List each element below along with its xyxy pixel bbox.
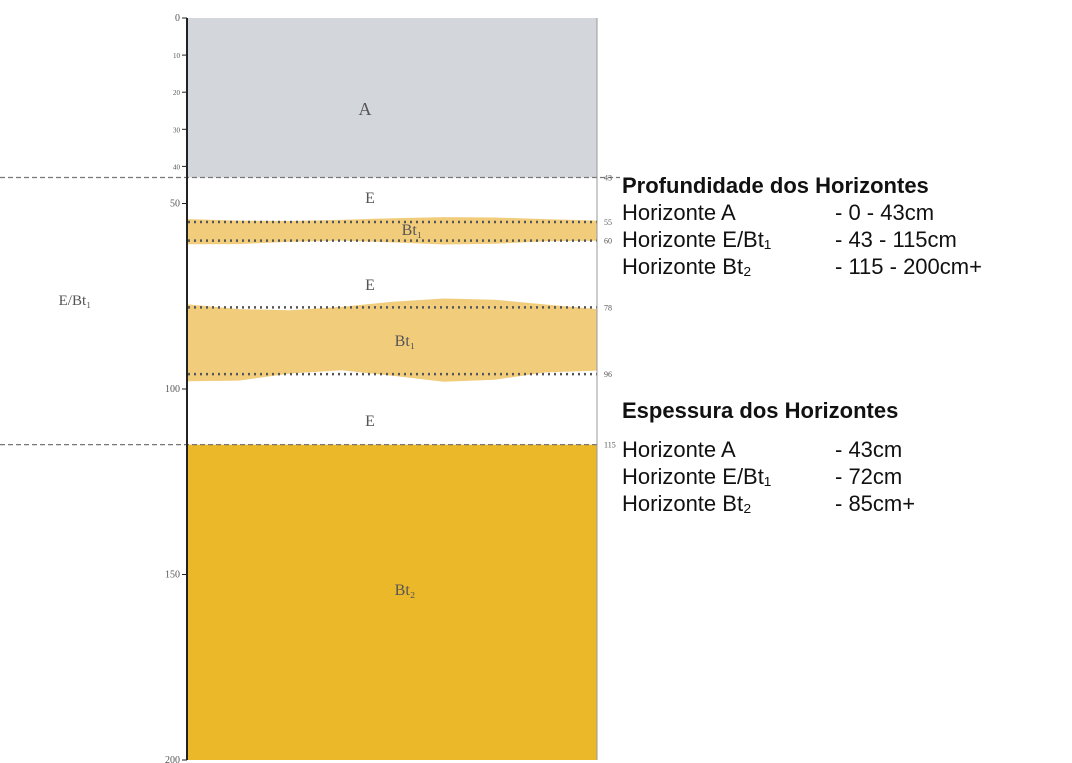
row-value: - 85cm+ [835, 491, 915, 516]
boundary-label: 60 [604, 237, 612, 246]
tick-label: 10 [173, 52, 181, 60]
group-label: E/Bt₁ [59, 293, 92, 309]
row-value: - 43 - 115cm [835, 227, 957, 252]
panel-title: Espessura dos Horizontes [622, 398, 898, 423]
panel-title: Profundidade dos Horizontes [622, 173, 929, 198]
row-label: Horizonte E/Bt₁ [622, 227, 771, 252]
row-value: - 43cm [835, 437, 902, 462]
row-label: Horizonte A [622, 437, 736, 462]
tick-label: 30 [173, 126, 181, 134]
tick-label: 20 [173, 89, 181, 97]
boundary-label: 43 [604, 174, 612, 183]
tick-label: 150 [165, 570, 180, 581]
horizon-label: Bt₂ [395, 582, 416, 599]
horizon-label: Bt₁ [395, 333, 416, 350]
horizon-label: E [365, 190, 375, 207]
horizon-a [188, 18, 597, 178]
horizon-label: E [365, 277, 375, 294]
horizon-label: Bt₁ [402, 222, 423, 239]
horizon-bt2 [188, 445, 597, 760]
horizon-label: E [365, 413, 375, 430]
row-value: - 115 - 200cm+ [835, 254, 982, 279]
boundary-label: 55 [604, 218, 612, 227]
boundary-label: 115 [604, 441, 616, 450]
row-label: Horizonte E/Bt₁ [622, 464, 771, 489]
row-label: Horizonte Bt₂ [622, 491, 752, 516]
row-value: - 72cm [835, 464, 902, 489]
horizon-label: A [359, 99, 372, 119]
tick-label: 0 [175, 13, 180, 24]
tick-label: 50 [170, 199, 180, 210]
soil-profile: 43 55 60 78 96 115 0 10 20 30 40 50 100 150 200 A E Bt₁ E B… [0, 0, 1072, 763]
row-label: Horizonte A [622, 200, 736, 225]
horizon-bt1-band [188, 299, 597, 382]
row-value: - 0 - 43cm [835, 200, 934, 225]
tick-label: 40 [173, 163, 181, 171]
tick-label: 100 [165, 384, 180, 395]
boundary-label: 96 [604, 370, 612, 379]
tick-label: 200 [165, 755, 180, 763]
boundary-label: 78 [604, 303, 612, 312]
row-label: Horizonte Bt₂ [622, 254, 752, 279]
